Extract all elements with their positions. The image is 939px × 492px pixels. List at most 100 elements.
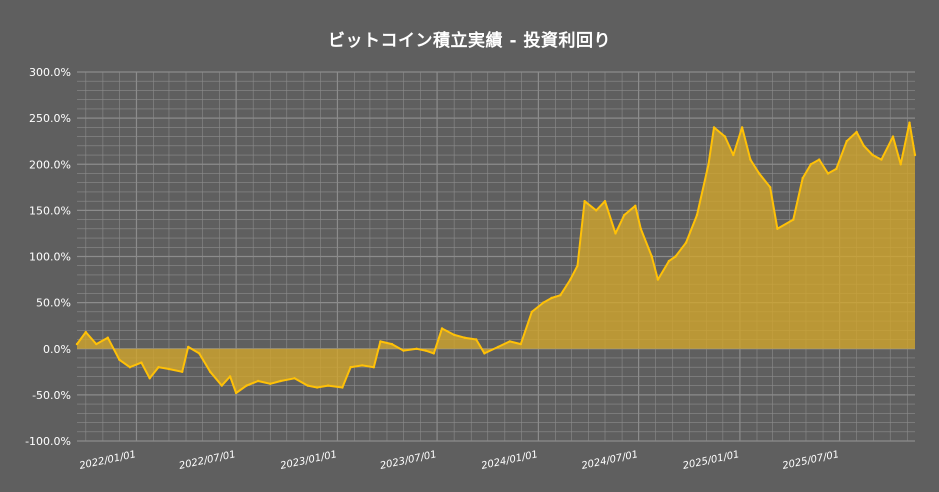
data-point <box>75 342 79 346</box>
data-point <box>695 213 699 217</box>
data-point <box>826 172 830 175</box>
data-point <box>712 126 716 129</box>
data-point <box>559 294 562 297</box>
data-point <box>483 352 486 355</box>
data-point <box>519 342 522 346</box>
data-point <box>684 241 688 244</box>
data-point <box>341 386 344 389</box>
data-point <box>415 347 418 350</box>
data-point <box>402 349 405 352</box>
y-tick-label: 300.0% <box>29 66 71 79</box>
data-point <box>118 358 121 361</box>
data-point <box>463 336 466 339</box>
data-point <box>84 330 88 334</box>
data-point <box>707 163 710 166</box>
data-point <box>326 384 330 387</box>
data-point <box>349 366 352 369</box>
data-point <box>656 278 660 281</box>
data-point <box>198 352 201 355</box>
data-point <box>891 135 895 138</box>
data-point <box>530 310 533 314</box>
data-point <box>361 364 364 367</box>
data-point <box>639 227 642 230</box>
data-point <box>269 382 272 385</box>
data-point <box>913 153 917 157</box>
data-point <box>256 379 260 383</box>
data-point <box>95 342 98 346</box>
data-point <box>424 349 427 352</box>
x-tick-label: 2025/01/01 <box>682 449 741 472</box>
data-point <box>497 345 500 349</box>
data-point <box>220 384 223 387</box>
data-point <box>603 200 607 203</box>
data-point <box>245 384 248 387</box>
y-tick-label: 100.0% <box>29 251 71 264</box>
data-point <box>899 163 902 166</box>
data-point <box>818 158 821 161</box>
data-point <box>372 366 375 369</box>
data-point <box>845 140 848 143</box>
data-point <box>855 130 858 134</box>
data-point <box>128 366 132 369</box>
x-tick-label: 2024/01/01 <box>480 449 539 472</box>
data-point <box>379 340 382 343</box>
data-point <box>148 377 151 380</box>
data-point <box>769 186 772 189</box>
data-point <box>279 379 282 383</box>
data-point <box>293 377 296 380</box>
data-point <box>758 172 761 175</box>
data-point <box>880 158 883 161</box>
data-point <box>453 333 456 337</box>
data-point <box>508 340 511 343</box>
data-point <box>475 338 478 341</box>
data-point <box>542 301 545 304</box>
series-area <box>75 121 917 395</box>
data-point <box>776 227 779 230</box>
x-tick-label: 2022/01/01 <box>78 449 137 472</box>
data-point <box>740 126 744 129</box>
y-tick-label: -100.0% <box>25 435 71 448</box>
data-point <box>614 232 617 235</box>
data-point <box>835 167 838 171</box>
data-point <box>167 367 171 371</box>
data-point <box>315 386 319 389</box>
data-point <box>801 176 804 180</box>
data-point <box>550 296 553 300</box>
x-tick-label: 2024/07/01 <box>581 449 640 472</box>
y-tick-label: 200.0% <box>29 158 71 171</box>
data-point <box>157 366 160 369</box>
data-point <box>650 255 653 258</box>
data-point <box>390 342 394 346</box>
data-point <box>667 259 671 263</box>
data-point <box>634 204 637 207</box>
data-point <box>569 278 572 281</box>
chart-title: ビットコイン積立実績 - 投資利回り <box>328 31 611 51</box>
data-point <box>732 153 735 157</box>
y-tick-label: 0.0% <box>43 343 71 356</box>
data-point <box>908 121 911 124</box>
y-axis-ticks: 300.0% 250.0% 200.0% 150.0% 100.0% 50.0% 0.0% -… <box>25 66 71 448</box>
y-tick-label: 250.0% <box>29 112 71 125</box>
y-tick-label: -50.0% <box>32 389 71 402</box>
data-point <box>749 158 752 161</box>
data-point <box>583 200 586 203</box>
data-point <box>432 352 435 355</box>
data-point <box>623 213 626 217</box>
x-axis-ticks: 2022/01/01 2022/07/01 2023/01/01 2023/07/01… <box>78 449 840 472</box>
data-point <box>440 327 444 330</box>
x-tick-label: 2023/07/01 <box>379 449 438 472</box>
data-point <box>187 345 190 349</box>
series-line <box>76 121 916 394</box>
data-point <box>723 135 727 138</box>
data-point <box>595 209 598 212</box>
data-point <box>809 163 813 166</box>
data-point <box>871 153 874 157</box>
data-point <box>674 255 677 258</box>
y-tick-label: 150.0% <box>29 204 71 217</box>
data-point <box>228 375 232 378</box>
data-point <box>234 391 238 395</box>
data-point <box>862 144 865 147</box>
y-tick-label: 50.0% <box>36 297 71 310</box>
